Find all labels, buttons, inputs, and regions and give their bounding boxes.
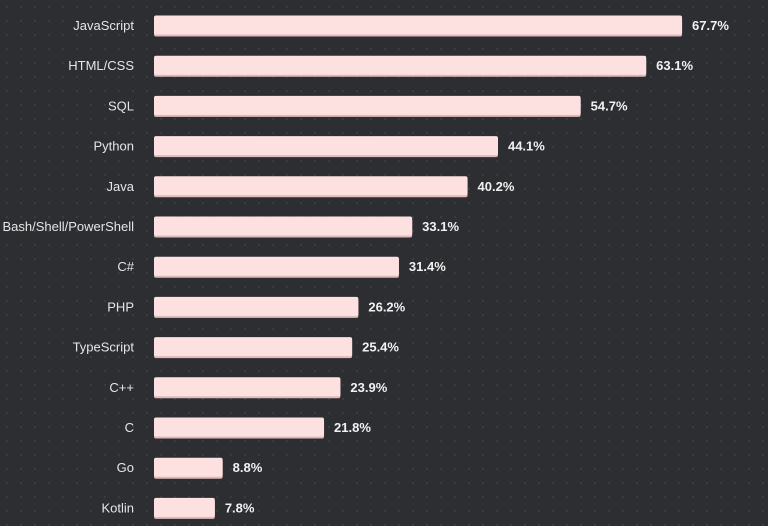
value-label: 8.8% (233, 460, 263, 475)
bar (154, 216, 413, 236)
bar (154, 497, 215, 517)
category-label: Bash/Shell/PowerShell (2, 219, 134, 234)
value-label: 44.1% (508, 139, 545, 154)
bar (154, 95, 581, 115)
value-label: 33.1% (422, 219, 459, 234)
bar (154, 55, 647, 75)
category-label: JavaScript (73, 18, 134, 33)
category-label: SQL (108, 98, 134, 113)
category-label: TypeScript (73, 340, 135, 355)
bar (154, 256, 399, 276)
bar (154, 337, 353, 357)
value-label: 63.1% (656, 58, 693, 73)
value-label: 31.4% (409, 259, 446, 274)
bar (154, 377, 341, 397)
category-label: C++ (109, 380, 134, 395)
bar (154, 296, 359, 316)
value-label: 26.2% (368, 299, 405, 314)
category-label: Kotlin (101, 500, 134, 515)
category-label: Python (94, 139, 134, 154)
category-label: Java (107, 179, 135, 194)
bar (154, 417, 325, 437)
category-label: Go (117, 460, 134, 475)
value-label: 54.7% (591, 98, 628, 113)
bar (154, 176, 468, 196)
value-label: 67.7% (692, 18, 729, 33)
category-label: PHP (107, 299, 134, 314)
category-label: C# (117, 259, 134, 274)
value-label: 21.8% (334, 420, 371, 435)
bar (154, 136, 498, 156)
value-label: 23.9% (350, 380, 387, 395)
bar (154, 457, 223, 477)
value-label: 25.4% (362, 340, 399, 355)
value-label: 40.2% (478, 179, 515, 194)
category-label: C (125, 420, 134, 435)
category-label: HTML/CSS (68, 58, 134, 73)
value-label: 7.8% (225, 500, 255, 515)
bar (154, 15, 683, 35)
